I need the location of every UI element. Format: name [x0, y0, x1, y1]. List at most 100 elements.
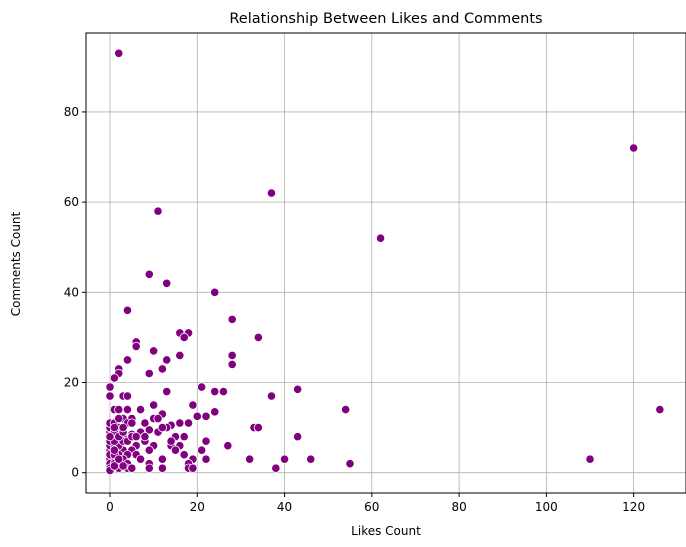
data-point — [210, 386, 220, 397]
data-point — [162, 386, 172, 397]
data-point — [149, 400, 159, 410]
data-point — [293, 432, 303, 442]
data-point — [210, 287, 220, 297]
data-point — [197, 445, 207, 455]
chart-title: Relationship Between Likes and Comments — [229, 11, 542, 27]
data-points — [105, 48, 665, 476]
data-point — [175, 418, 185, 428]
data-point — [201, 436, 211, 446]
data-point — [170, 445, 181, 455]
data-point — [183, 418, 194, 428]
data-point — [153, 206, 163, 216]
data-point — [210, 407, 220, 417]
data-point — [162, 355, 172, 365]
data-point — [131, 341, 141, 352]
data-point — [201, 454, 211, 464]
grid — [86, 33, 686, 493]
data-point — [293, 384, 303, 394]
data-point — [114, 454, 124, 464]
data-point — [109, 373, 119, 383]
data-point — [118, 461, 128, 471]
data-point — [105, 382, 115, 392]
data-point — [135, 454, 146, 464]
x-tick-label: 120 — [622, 500, 645, 514]
data-point — [109, 445, 119, 455]
data-point — [188, 463, 198, 473]
x-tick-label: 60 — [364, 500, 379, 514]
data-point — [140, 418, 150, 428]
data-point — [122, 404, 133, 415]
x-tick-label: 0 — [106, 500, 114, 514]
data-point — [201, 411, 211, 421]
data-point — [227, 314, 237, 324]
data-point — [253, 423, 263, 433]
data-point — [306, 454, 316, 464]
data-point — [140, 432, 150, 442]
data-point — [149, 346, 159, 356]
data-point — [223, 441, 233, 451]
data-point — [144, 445, 154, 455]
data-point — [157, 364, 167, 374]
data-point — [153, 413, 163, 424]
data-point — [122, 391, 133, 401]
y-tick-label: 20 — [64, 376, 79, 390]
data-point — [118, 423, 128, 433]
data-point — [114, 48, 124, 58]
x-tick-label: 100 — [535, 500, 558, 514]
data-point — [279, 454, 290, 464]
data-point — [375, 233, 386, 243]
y-tick-label: 80 — [64, 105, 79, 119]
data-point — [105, 391, 115, 401]
data-point — [144, 269, 154, 279]
x-tick-label: 80 — [451, 500, 466, 514]
y-tick-label: 40 — [64, 285, 79, 299]
data-point — [345, 459, 355, 469]
x-tick-label: 20 — [190, 500, 205, 514]
data-point — [188, 400, 198, 410]
data-point — [122, 355, 133, 365]
data-point — [144, 368, 154, 379]
x-tick-label: 40 — [277, 500, 292, 514]
data-point — [157, 423, 167, 433]
data-point — [157, 463, 167, 473]
data-point — [166, 436, 176, 446]
data-point — [179, 432, 189, 442]
data-point — [266, 188, 277, 198]
data-point — [629, 143, 639, 153]
data-point — [218, 386, 229, 397]
data-point — [585, 454, 595, 464]
data-point — [227, 359, 237, 370]
data-point — [341, 404, 351, 415]
data-point — [105, 432, 115, 442]
data-point — [144, 425, 154, 435]
data-point — [157, 454, 167, 464]
y-axis-label: Comments Count — [9, 211, 23, 316]
data-point — [227, 350, 237, 361]
data-point — [114, 404, 124, 415]
data-point — [131, 432, 141, 442]
data-point — [179, 450, 189, 460]
x-axis-label: Likes Count — [351, 524, 421, 538]
data-point — [175, 350, 185, 361]
data-point — [655, 404, 665, 415]
data-point — [245, 454, 255, 464]
data-point — [135, 404, 146, 415]
y-tick-label: 60 — [64, 195, 79, 209]
data-point — [179, 332, 189, 343]
data-point — [197, 382, 207, 392]
data-point — [122, 305, 133, 315]
data-point — [253, 332, 263, 343]
data-point — [127, 463, 137, 473]
data-point — [271, 463, 281, 473]
data-point — [192, 411, 202, 421]
data-point — [266, 391, 277, 401]
plot-frame — [85, 32, 686, 494]
data-point — [127, 418, 137, 428]
data-point — [114, 413, 124, 424]
data-point — [109, 423, 119, 433]
data-point — [144, 463, 154, 473]
axis-ticks: 0 20 40 60 80 100 120 0 20 40 60 80 — [64, 105, 645, 514]
data-point — [162, 278, 172, 288]
